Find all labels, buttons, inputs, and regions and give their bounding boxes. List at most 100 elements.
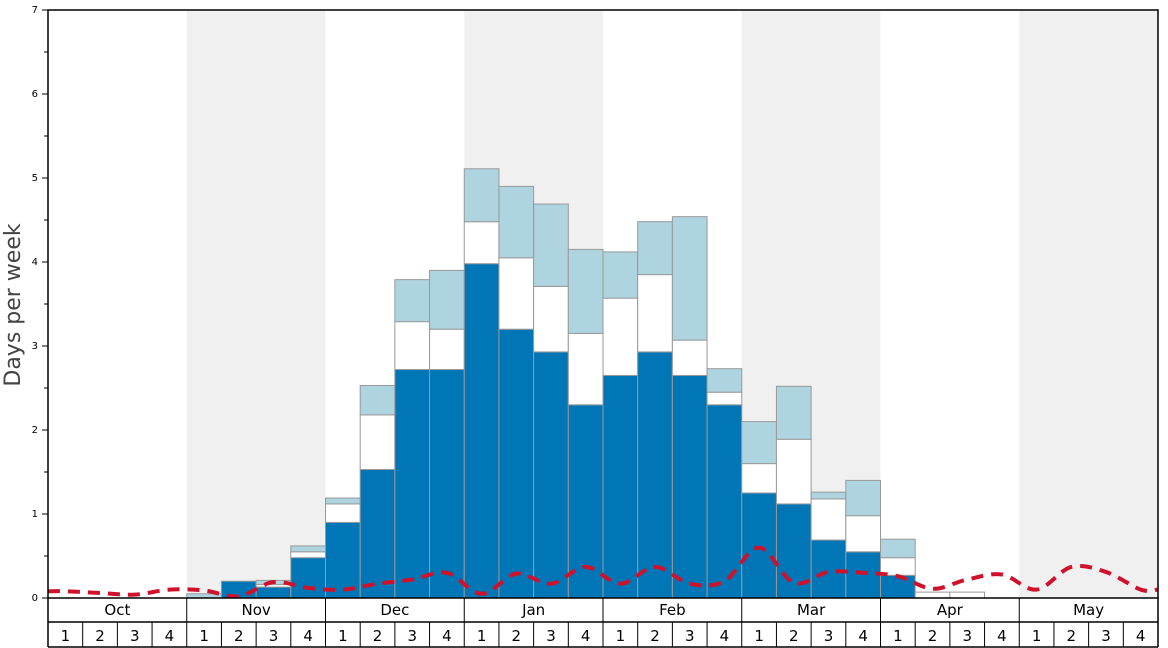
bar-base [498, 328, 535, 599]
week-label: 3 [269, 627, 279, 645]
month-label: Jan [521, 601, 545, 619]
bar-top [637, 221, 673, 276]
y-tick-label: 7 [32, 5, 38, 16]
bar-middle [325, 503, 361, 523]
bar-base [463, 263, 500, 599]
y-tick-label: 3 [32, 341, 38, 352]
bar-base [602, 374, 639, 599]
week-label: 1 [338, 627, 348, 645]
bar-base [671, 374, 708, 599]
bar-base [290, 557, 326, 599]
week-label: 2 [512, 627, 522, 645]
week-label: 4 [303, 627, 313, 645]
week-label: 2 [234, 627, 244, 645]
x-axis: Oct 1 2 3 4 Nov 1 2 3 4 Dec 1 2 3 4 Jan 1 2 3 4 Feb 1 2 3 4 Mar 1 2… [47, 598, 1159, 648]
bar-top [706, 368, 743, 393]
bar-base [394, 369, 431, 599]
average-line [47, 545, 1159, 599]
month-label: Nov [241, 601, 270, 619]
bar-base [706, 404, 743, 599]
average-line-layer [47, 545, 1159, 599]
bar-middle [637, 274, 673, 353]
bar-top [463, 168, 500, 223]
y-tick-label: 1 [32, 509, 38, 520]
y-tick-label: 4 [32, 257, 38, 268]
week-label: 2 [789, 627, 799, 645]
week-label: 1 [1032, 627, 1042, 645]
bar-top [325, 497, 361, 505]
bar-top [810, 491, 847, 500]
bar-top [429, 269, 465, 330]
bar-top [498, 185, 535, 259]
bar-middle [290, 551, 326, 559]
bar-middle [463, 221, 500, 265]
bar-top [671, 216, 708, 341]
week-label: 3 [962, 627, 972, 645]
week-label: 1 [893, 627, 903, 645]
month-label: Oct [104, 601, 130, 619]
y-tick-label: 2 [32, 425, 38, 436]
bar-top [602, 251, 639, 299]
bar-base [810, 539, 847, 599]
bar-top [533, 203, 569, 287]
week-label: 1 [199, 627, 209, 645]
week-label: 3 [824, 627, 834, 645]
week-label: 3 [407, 627, 417, 645]
week-label: 4 [442, 627, 452, 645]
bar-base [429, 369, 465, 599]
bar-base [880, 574, 916, 599]
bar-middle [567, 332, 604, 406]
week-label: 3 [1101, 627, 1111, 645]
bar-middle [602, 297, 639, 376]
bar-top [845, 479, 881, 517]
bar-middle [359, 414, 396, 470]
week-label: 4 [858, 627, 868, 645]
week-label: 3 [685, 627, 695, 645]
bar-top [394, 279, 431, 323]
month-label: Dec [380, 601, 409, 619]
month-band-may [1019, 10, 1158, 598]
y-tick-label: 6 [32, 89, 38, 100]
y-axis-label: Days per week [1, 223, 26, 386]
week-label: 4 [720, 627, 730, 645]
week-label: 1 [616, 627, 626, 645]
week-label: 2 [95, 627, 105, 645]
bar-base [637, 351, 673, 599]
bar-top [290, 545, 326, 553]
bar-base [220, 580, 257, 599]
week-label: 4 [1136, 627, 1146, 645]
bar-middle [810, 498, 847, 541]
bar-middle [775, 438, 812, 505]
week-label: 1 [477, 627, 487, 645]
bar-middle [498, 257, 535, 330]
bar-base [845, 551, 881, 599]
week-label: 2 [650, 627, 660, 645]
week-label: 2 [1067, 627, 1077, 645]
y-tick-label: 0 [32, 593, 38, 604]
bar-middle [845, 515, 881, 553]
bar-top [359, 384, 396, 416]
bar-top [567, 248, 604, 334]
bar-middle [741, 463, 777, 494]
week-label: 1 [61, 627, 71, 645]
month-label: Mar [797, 601, 826, 619]
bar-top [880, 538, 916, 559]
week-label: 2 [373, 627, 383, 645]
bar-middle [533, 285, 569, 353]
bar-middle [706, 391, 743, 406]
bar-middle [949, 591, 986, 599]
month-label: Feb [659, 601, 686, 619]
y-tick-label: 5 [32, 173, 38, 184]
week-label: 1 [754, 627, 764, 645]
week-label: 4 [165, 627, 175, 645]
week-label: 2 [928, 627, 938, 645]
bar-middle [429, 328, 465, 371]
bar-middle [394, 321, 431, 371]
week-label: 3 [546, 627, 556, 645]
bar-base [567, 404, 604, 599]
bar-top [775, 385, 812, 440]
week-label: 4 [997, 627, 1007, 645]
month-band-nov [186, 10, 326, 598]
y-axis: 0 1 2 3 4 5 6 7 [32, 5, 48, 604]
